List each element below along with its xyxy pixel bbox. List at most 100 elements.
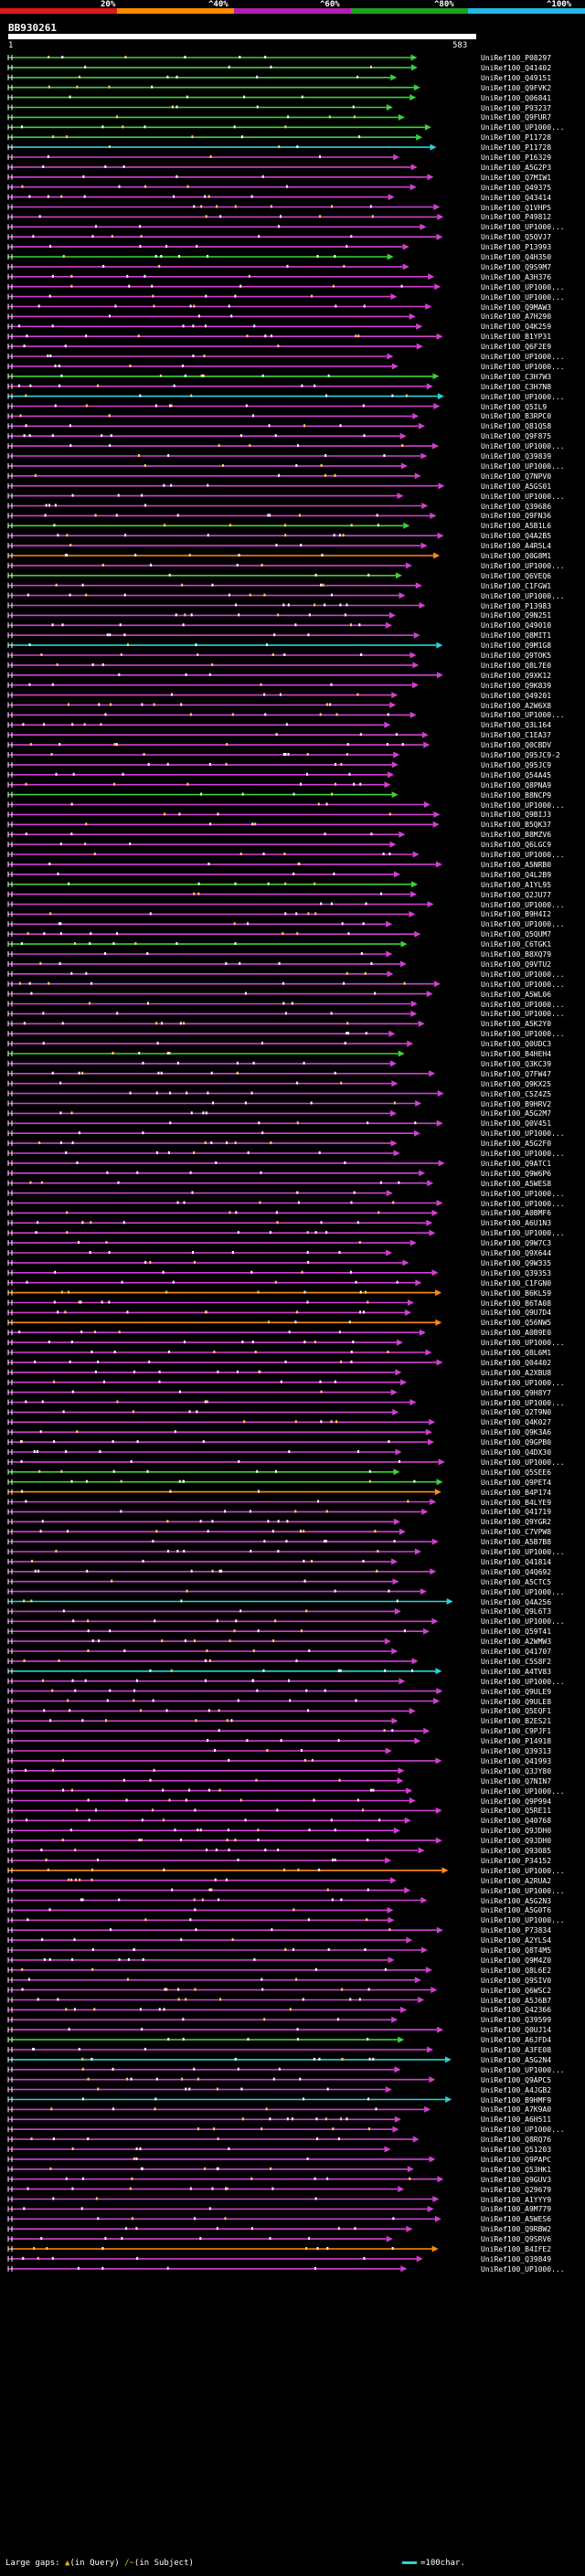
hit-row[interactable]	[7, 1309, 412, 1316]
hit-label[interactable]: UniRef100_A0BMF6	[481, 1209, 552, 1218]
hit-label[interactable]: UniRef100_C3H7N8	[481, 382, 552, 391]
hit-row[interactable]	[7, 582, 422, 589]
hit-row[interactable]	[7, 522, 410, 529]
hit-row[interactable]	[7, 662, 420, 669]
hit-label[interactable]: UniRef100_Q5QVJ7	[481, 233, 552, 242]
hit-row[interactable]	[7, 811, 441, 818]
hit-label[interactable]: UniRef100_UP1000...	[481, 282, 565, 292]
hit-label[interactable]: UniRef100_Q9YGR2	[481, 1518, 552, 1527]
hit-row[interactable]	[7, 213, 444, 220]
hit-row[interactable]	[7, 472, 421, 480]
hit-label[interactable]: UniRef100_UP1000...	[481, 461, 565, 471]
hit-row[interactable]	[7, 1916, 395, 1924]
hit-label[interactable]: UniRef100_A5B1L6	[481, 522, 552, 531]
hit-label[interactable]: UniRef100_UP1000...	[481, 1916, 565, 1925]
hit-row[interactable]	[7, 1170, 426, 1177]
hit-label[interactable]: UniRef100_UP1000...	[481, 292, 565, 302]
hit-row[interactable]	[7, 1418, 436, 1426]
hit-row[interactable]	[7, 2125, 399, 2133]
hit-row[interactable]	[7, 174, 434, 181]
hit-label[interactable]: UniRef100_A5CTC5	[481, 1577, 552, 1586]
hit-label[interactable]: UniRef100_A2RUA2	[481, 1876, 552, 1885]
hit-row[interactable]	[7, 1119, 443, 1127]
hit-row[interactable]	[7, 1777, 404, 1785]
hit-label[interactable]: UniRef100_Q9N251	[481, 611, 552, 620]
hit-row[interactable]	[7, 1299, 414, 1306]
hit-row[interactable]	[7, 1319, 442, 1326]
hit-label[interactable]: UniRef100_Q7MIW1	[481, 173, 552, 182]
hit-row[interactable]	[7, 373, 440, 380]
hit-row[interactable]	[7, 1717, 399, 1724]
hit-row[interactable]	[7, 283, 441, 291]
hit-row[interactable]	[7, 263, 410, 270]
hit-label[interactable]: UniRef100_UP1000...	[481, 223, 565, 232]
hit-label[interactable]: UniRef100_UP1000...	[481, 1886, 565, 1895]
hit-label[interactable]: UniRef100_Q9M1G8	[481, 641, 552, 651]
hit-label[interactable]: UniRef100_Q9W6P6	[481, 1169, 552, 1178]
hit-label[interactable]: UniRef100_Q39839	[481, 452, 552, 461]
hit-row[interactable]	[7, 164, 418, 171]
hit-row[interactable]	[7, 1578, 399, 1585]
hit-row[interactable]	[7, 363, 399, 370]
hit-row[interactable]	[7, 801, 431, 808]
hit-row[interactable]	[7, 84, 420, 91]
hit-row[interactable]	[7, 1438, 435, 1446]
hit-label[interactable]: UniRef100_Q9X644	[481, 1249, 552, 1257]
hit-row[interactable]	[7, 1548, 421, 1555]
hit-row[interactable]	[7, 621, 393, 629]
hit-label[interactable]: UniRef100_UP1000...	[481, 1677, 565, 1686]
hit-label[interactable]: UniRef100_Q9L6T3	[481, 1607, 552, 1617]
hit-label[interactable]: UniRef100_Q40768	[481, 1817, 552, 1826]
hit-label[interactable]: UniRef100_UP1000...	[481, 1189, 565, 1198]
hit-label[interactable]: UniRef100_UP1000...	[481, 591, 565, 600]
hit-row[interactable]	[7, 233, 443, 240]
hit-row[interactable]	[7, 1698, 441, 1704]
hit-label[interactable]: UniRef100_UP1000...	[481, 800, 565, 810]
hit-label[interactable]: UniRef100_A5G2N3	[481, 1896, 552, 1905]
hit-label[interactable]: UniRef100_Q39599	[481, 2016, 552, 2025]
hit-label[interactable]: UniRef100_Q0V451	[481, 1119, 552, 1129]
hit-row[interactable]	[7, 1508, 429, 1515]
hit-row[interactable]	[7, 243, 410, 250]
hit-label[interactable]: UniRef100_A6U1N3	[481, 1219, 552, 1228]
hit-row[interactable]	[7, 920, 393, 928]
hit-label[interactable]: UniRef100_Q9JDH0	[481, 1837, 552, 1846]
hit-row[interactable]	[7, 940, 408, 948]
hit-row[interactable]	[7, 991, 433, 998]
hit-label[interactable]: UniRef100_Q9FUR7	[481, 113, 552, 122]
hit-row[interactable]	[7, 672, 443, 679]
hit-label[interactable]: UniRef100_B9H4I2	[481, 910, 552, 919]
hit-label[interactable]: UniRef100_Q81Q58	[481, 422, 552, 431]
hit-row[interactable]	[7, 2036, 405, 2043]
hit-label[interactable]: UniRef100_UP1000...	[481, 1199, 565, 1208]
hit-row[interactable]	[7, 981, 441, 988]
hit-label[interactable]: UniRef100_A2YLS4	[481, 1936, 552, 1945]
hit-row[interactable]	[7, 881, 418, 888]
hit-label[interactable]: UniRef100_A4R5L4	[481, 542, 552, 551]
hit-row[interactable]	[7, 930, 421, 938]
hit-label[interactable]: UniRef100_P13993	[481, 243, 552, 252]
hit-row[interactable]	[7, 1568, 437, 1575]
hit-label[interactable]: UniRef100_Q9GPB0	[481, 1438, 552, 1447]
hit-label[interactable]: UniRef100_Q39849	[481, 2254, 552, 2263]
hit-row[interactable]	[7, 692, 399, 699]
hit-row[interactable]	[7, 761, 399, 769]
hit-label[interactable]: UniRef100_A4JGB2	[481, 2085, 552, 2094]
hit-label[interactable]: UniRef100_Q49151	[481, 73, 552, 82]
hit-label[interactable]: UniRef100_Q9K3A6	[481, 1428, 552, 1437]
hit-label[interactable]: UniRef100_UP1000...	[481, 392, 565, 401]
hit-label[interactable]: UniRef100_Q06841	[481, 93, 552, 102]
hit-row[interactable]	[7, 1538, 439, 1545]
hit-row[interactable]	[7, 552, 441, 559]
hit-label[interactable]: UniRef100_UP1000...	[481, 1548, 565, 1556]
hit-row[interactable]	[7, 194, 395, 201]
hit-row[interactable]	[7, 2166, 414, 2173]
hit-label[interactable]: UniRef100_Q4Q692	[481, 1567, 552, 1576]
hit-label[interactable]: UniRef100_Q41719	[481, 1508, 552, 1517]
hit-label[interactable]: UniRef100_B9HRV2	[481, 1099, 552, 1108]
hit-label[interactable]: UniRef100_A3FE08	[481, 2046, 552, 2054]
hit-label[interactable]: UniRef100_Q39313	[481, 1747, 552, 1755]
hit-label[interactable]: UniRef100_P14918	[481, 1737, 552, 1746]
hit-row[interactable]	[7, 542, 428, 549]
hit-row[interactable]	[7, 1150, 400, 1157]
